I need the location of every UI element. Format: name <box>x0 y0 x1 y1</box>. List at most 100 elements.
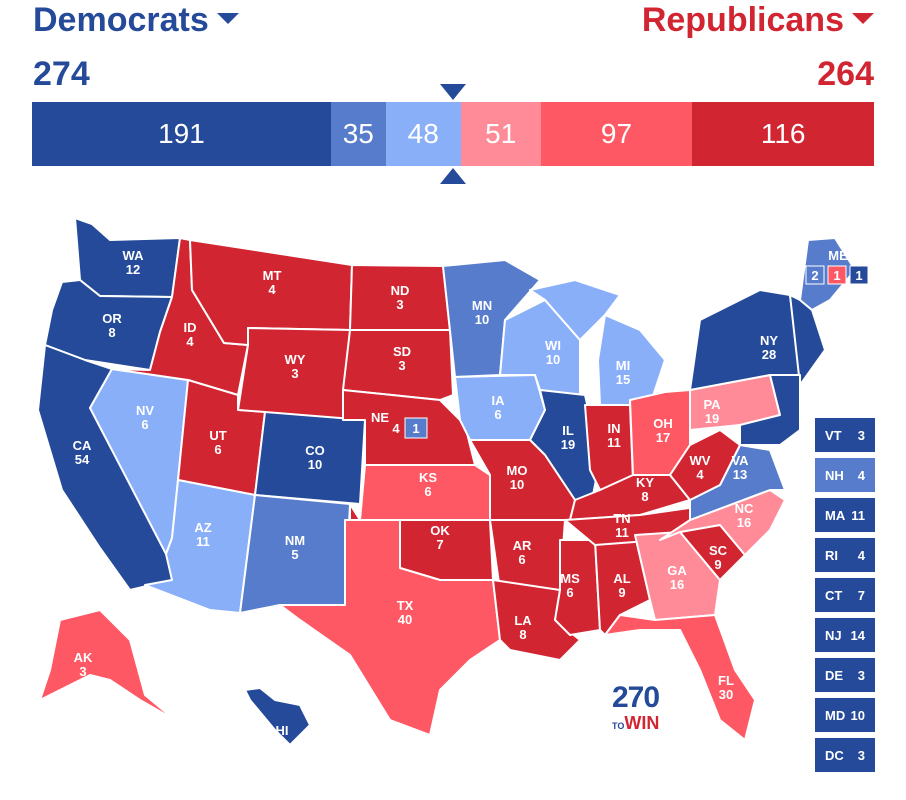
bar-segment-5[interactable]: 116 <box>692 102 874 166</box>
state-ID-ev: 4 <box>186 334 194 349</box>
state-NE-district[interactable] <box>404 417 428 439</box>
small-state-ev: 10 <box>850 707 865 723</box>
state-IL-abbr: IL <box>562 423 574 438</box>
state-IN-abbr: IN <box>608 421 621 436</box>
state-MI-lower[interactable] <box>597 314 666 406</box>
electoral-vote-bar: 191 35 48 51 97 116 <box>32 102 874 166</box>
state-SD[interactable] <box>342 329 454 401</box>
state-MN-abbr: MN <box>472 298 492 313</box>
small-state-ev: 3 <box>857 667 865 683</box>
small-state-DE[interactable]: DE 3 <box>815 658 875 692</box>
state-ME-district-mid[interactable] <box>827 265 847 285</box>
state-ME-district-left[interactable] <box>805 265 825 285</box>
small-state-RI[interactable]: RI 4 <box>815 538 875 572</box>
state-MS[interactable] <box>554 539 601 636</box>
state-ND-ev: 3 <box>396 297 403 312</box>
bar-segment-0[interactable]: 191 <box>32 102 331 166</box>
state-ME-ev-right: 1 <box>855 268 862 283</box>
state-FL-abbr: FL <box>718 673 734 688</box>
state-CO-abbr: CO <box>305 443 325 458</box>
state-ME-ev-left: 2 <box>811 268 818 283</box>
state-AK[interactable] <box>39 609 176 721</box>
small-state-ev: 4 <box>857 547 865 563</box>
state-TN-abbr: TN <box>613 511 630 526</box>
state-AL-ev: 9 <box>618 585 625 600</box>
bar-segment-4[interactable]: 97 <box>540 102 693 166</box>
small-state-ev: 7 <box>857 587 865 603</box>
state-IA-abbr: IA <box>492 393 506 408</box>
state-SC-ev: 9 <box>714 557 721 572</box>
bar-segment-3[interactable]: 51 <box>460 102 541 166</box>
small-state-MD[interactable]: MD 10 <box>815 698 875 732</box>
state-MO-ev: 10 <box>510 477 524 492</box>
state-nj-md[interactable] <box>739 374 801 446</box>
state-NY-ev: 28 <box>762 347 776 362</box>
state-MS-ev: 6 <box>566 585 573 600</box>
democrats-dropdown[interactable]: Democrats <box>33 0 239 40</box>
state-MO-abbr: MO <box>507 463 528 478</box>
small-state-NH[interactable]: NH 4 <box>815 458 875 492</box>
state-HI[interactable] <box>244 687 311 746</box>
republicans-total: 264 <box>817 55 874 93</box>
state-GA-abbr: GA <box>667 563 687 578</box>
small-state-DC[interactable]: DC 3 <box>815 738 875 772</box>
state-SC-abbr: SC <box>709 543 728 558</box>
state-PA-ev: 19 <box>705 411 719 426</box>
state-TN-ev: 11 <box>615 525 629 540</box>
state-KS-ev: 6 <box>424 484 431 499</box>
logo-to: TO <box>612 721 625 731</box>
bar-segment-1[interactable]: 35 <box>330 102 386 166</box>
state-IA-ev: 6 <box>494 407 501 422</box>
state-OK-ev: 7 <box>436 537 443 552</box>
state-CO[interactable] <box>254 411 366 505</box>
small-state-VT[interactable]: VT 3 <box>815 418 875 452</box>
state-TX[interactable] <box>279 519 501 736</box>
small-state-ev: 4 <box>857 467 865 483</box>
state-AR[interactable] <box>489 519 566 591</box>
chevron-down-icon <box>852 12 874 24</box>
state-TX-ev: 40 <box>398 612 412 627</box>
small-states-list: VT 3 NH 4 MA 11 RI 4 CT 7 NJ 14 DE 3 MD 10 DC 3 <box>815 418 875 778</box>
democrats-total: 274 <box>33 55 90 93</box>
bar-segment-2[interactable]: 48 <box>385 102 461 166</box>
state-AK-ev: 3 <box>79 664 86 679</box>
state-ME-district-right[interactable] <box>849 265 869 285</box>
small-state-ev: 3 <box>857 427 865 443</box>
state-IL-ev: 19 <box>561 437 575 452</box>
state-WA-ev: 12 <box>126 262 140 277</box>
small-state-abbr: VT <box>825 427 842 443</box>
state-MT-ev: 4 <box>268 282 276 297</box>
state-UT-ev: 6 <box>214 442 221 457</box>
state-AK-abbr: AK <box>74 650 93 665</box>
state-NE-abbr: NE <box>371 410 389 425</box>
small-state-NJ[interactable]: NJ 14 <box>815 618 875 652</box>
state-ME-ev-mid: 1 <box>833 268 840 283</box>
state-MI-ev: 15 <box>616 372 630 387</box>
state-NV-ev: 6 <box>141 417 148 432</box>
state-OH-ev: 17 <box>656 430 670 445</box>
state-NM-abbr: NM <box>285 533 305 548</box>
republicans-dropdown[interactable]: Republicans <box>642 0 874 40</box>
state-LA-ev: 8 <box>519 627 526 642</box>
state-AZ-ev: 11 <box>196 534 210 549</box>
state-WV-ev: 4 <box>696 467 704 482</box>
state-CA-ev: 54 <box>75 452 90 467</box>
small-state-ev: 11 <box>851 507 865 523</box>
republicans-label: Republicans <box>641 1 844 39</box>
state-NC-abbr: NC <box>735 501 754 516</box>
state-PA-abbr: PA <box>703 397 721 412</box>
state-NE-district-ev: 1 <box>412 421 419 436</box>
small-state-ev: 3 <box>857 747 865 763</box>
small-state-CT[interactable]: CT 7 <box>815 578 875 612</box>
small-state-ev: 14 <box>850 627 865 643</box>
state-NC-ev: 16 <box>737 515 751 530</box>
state-WV[interactable] <box>669 429 741 501</box>
chevron-down-icon <box>216 12 239 24</box>
state-NE-ev: 4 <box>392 421 400 436</box>
logo-win: WIN <box>624 713 660 733</box>
state-FL[interactable] <box>604 614 756 741</box>
small-state-MA[interactable]: MA 11 <box>815 498 875 532</box>
state-AL-abbr: AL <box>613 571 630 586</box>
small-state-abbr: CT <box>825 587 843 603</box>
state-new-england[interactable] <box>789 294 826 386</box>
